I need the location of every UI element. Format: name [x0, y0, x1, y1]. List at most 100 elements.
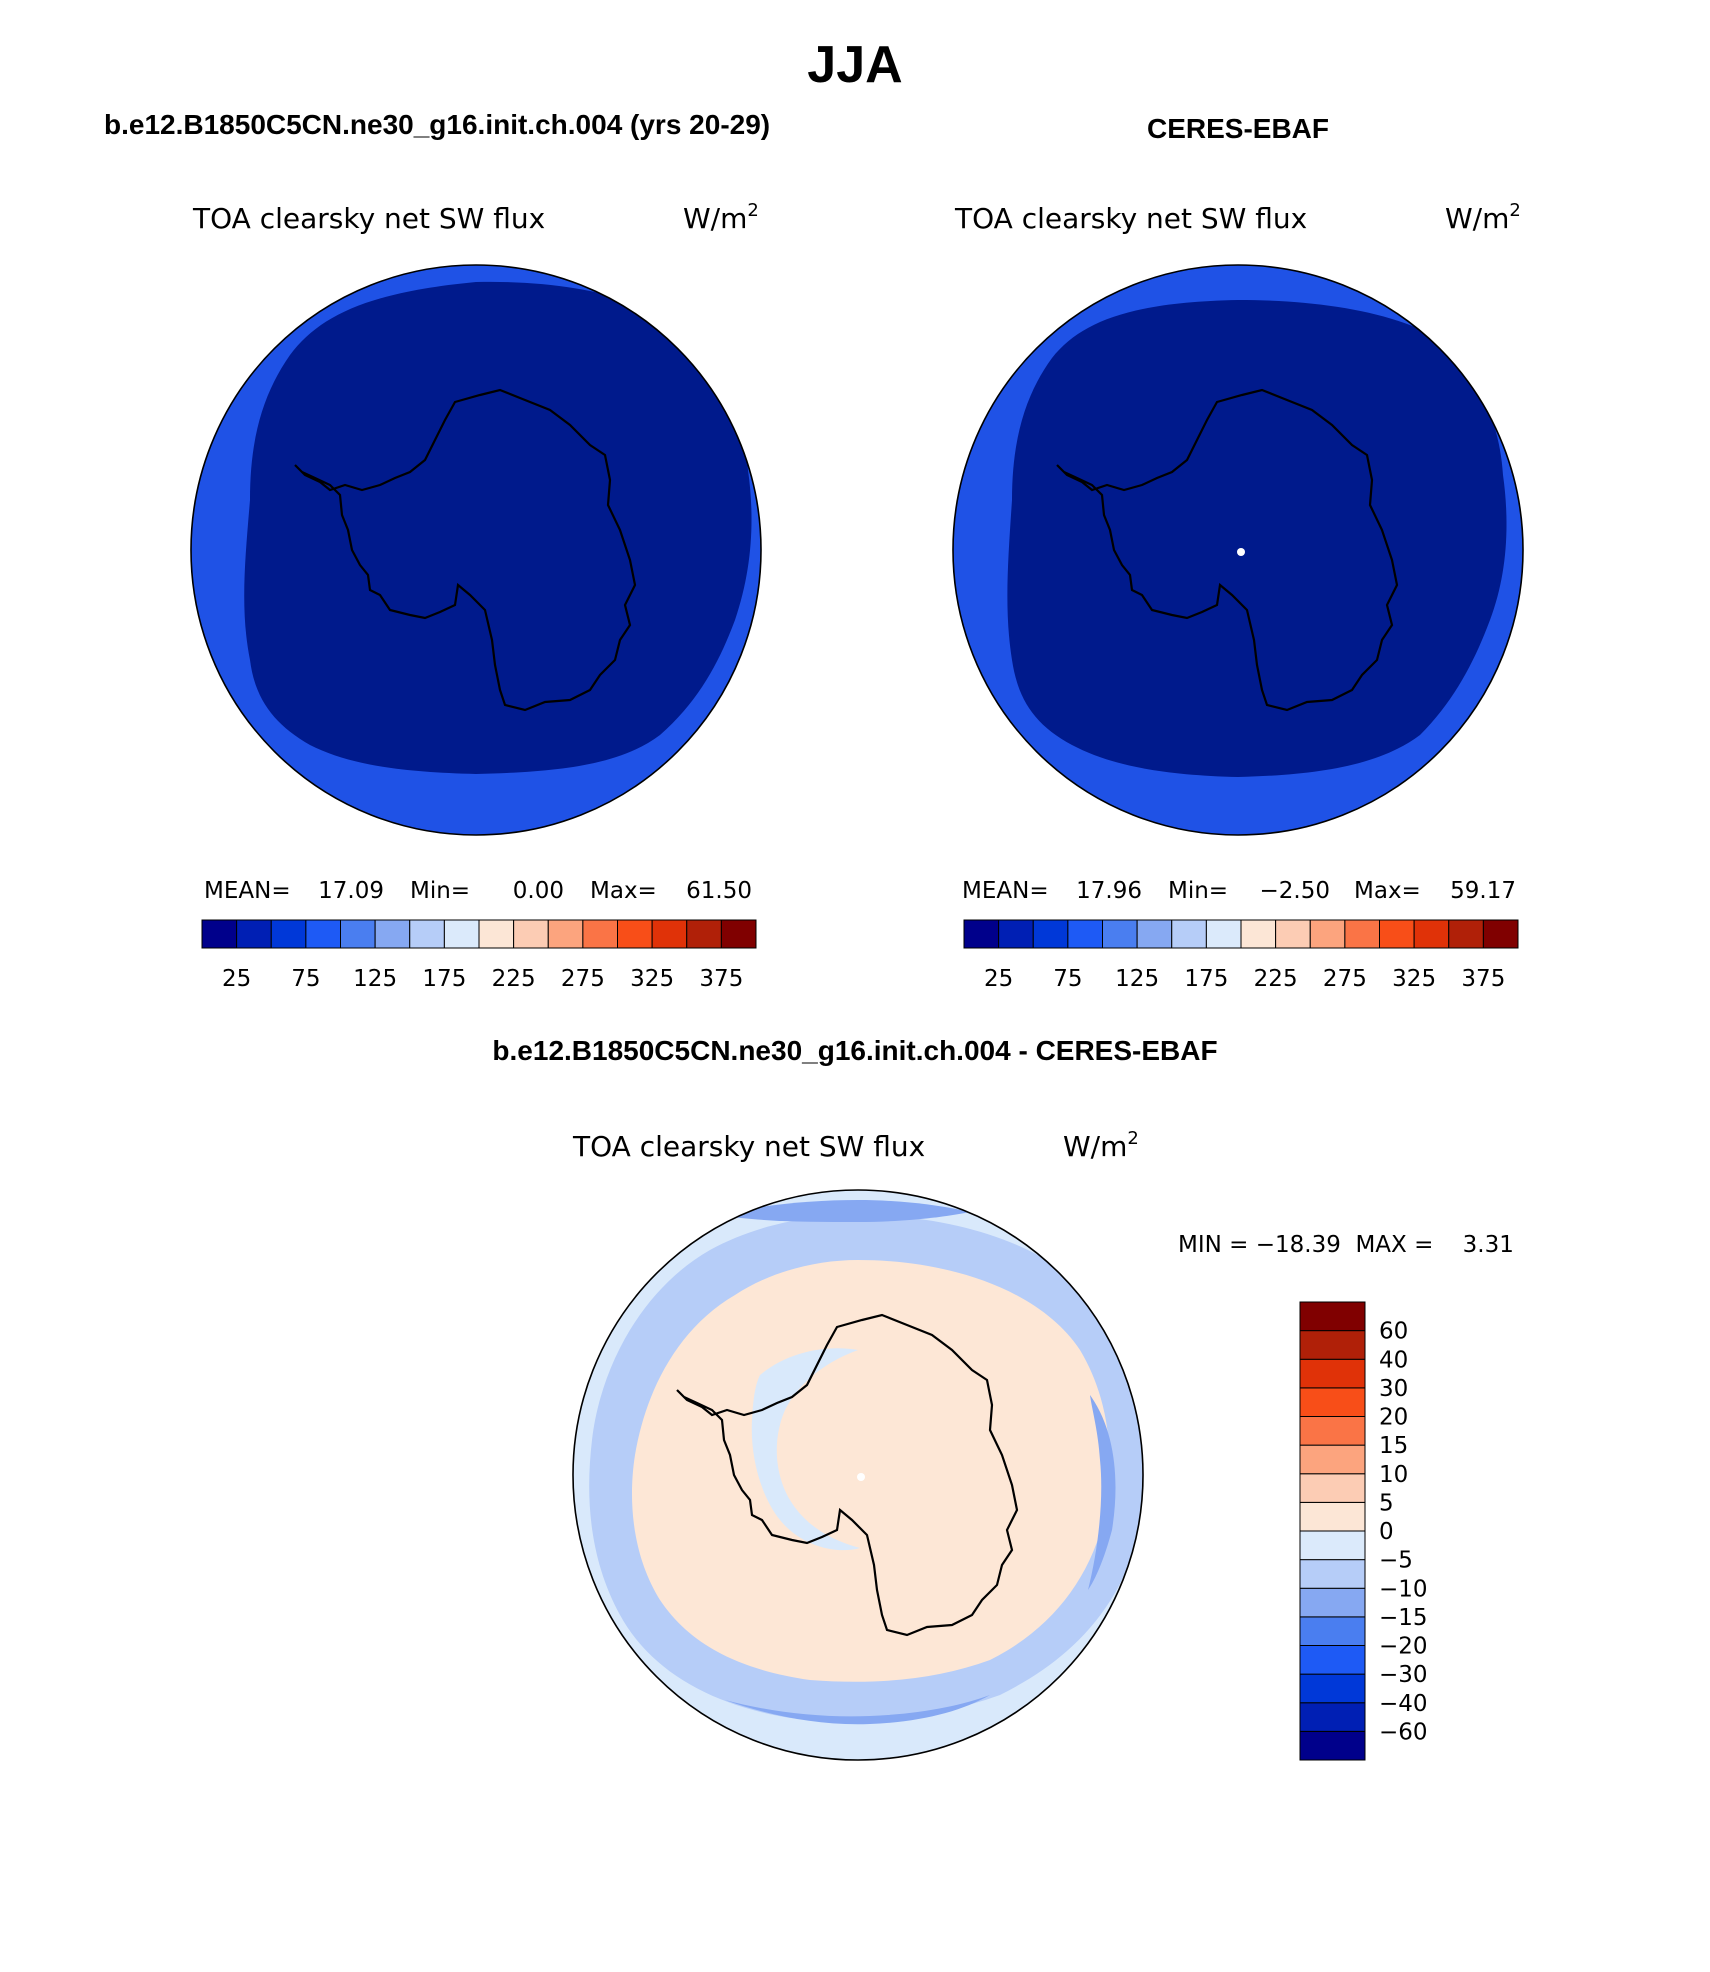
model-colorbar-label-7: 325 [630, 966, 674, 992]
model-panel: TOA clearsky net SW flux W/m2 MEAN= 17.0… [190, 200, 762, 992]
diff-colorbar-swatch-2 [1299, 1702, 1366, 1732]
diff-colorbar-label-12: 20 [1379, 1405, 1408, 1431]
diff-colorbar-label-8: 0 [1379, 1519, 1394, 1545]
diff-colorbar-swatch-11 [1299, 1444, 1366, 1475]
diff-variable-label: TOA clearsky net SW flux [572, 1130, 925, 1163]
bottom-title: b.e12.B1850C5CN.ne30_g16.init.ch.004 - C… [492, 1035, 1217, 1066]
obs-mean-value: 17.96 [1076, 878, 1142, 904]
model-colorbar-swatch-9 [478, 919, 515, 949]
model-max-label: Max= [590, 878, 657, 904]
obs-colorbar-swatch-2 [998, 919, 1034, 949]
diff-colorbar-label-5: −15 [1379, 1605, 1428, 1631]
diff-colorbar-swatch-4 [1299, 1645, 1366, 1675]
model-colorbar-swatch-10 [513, 919, 549, 949]
obs-colorbar-label-3: 125 [1115, 966, 1159, 992]
model-colorbar-label-4: 175 [422, 966, 466, 992]
obs-colorbar: 25 75 125 175 225 275 325 375 [963, 919, 1519, 992]
model-colorbar-label-1: 25 [222, 966, 251, 992]
obs-units-label: W/m2 [1445, 200, 1521, 235]
model-colorbar-swatch-6 [374, 919, 411, 949]
diff-colorbar-swatch-10 [1299, 1473, 1366, 1503]
model-colorbar-swatch-2 [236, 919, 272, 949]
model-colorbar-swatch-4 [305, 919, 341, 949]
obs-colorbar-swatch-12 [1344, 919, 1380, 949]
model-colorbar-swatch-5 [340, 919, 376, 949]
diff-colorbar-swatch-6 [1299, 1587, 1366, 1618]
model-colorbar-label-8: 375 [699, 966, 743, 992]
model-colorbar-swatch-8 [443, 919, 480, 949]
obs-pole-marker [1237, 548, 1245, 556]
model-colorbar-swatch-14 [651, 919, 688, 949]
model-colorbar-swatch-11 [547, 919, 584, 949]
diff-colorbar-swatch-9 [1299, 1501, 1366, 1532]
obs-colorbar-label-5: 225 [1254, 966, 1298, 992]
model-colorbar-swatch-13 [617, 919, 653, 949]
diff-colorbar-swatch-8 [1299, 1530, 1366, 1561]
obs-max-label: Max= [1354, 878, 1421, 904]
diff-blue-streak-north [720, 1200, 970, 1222]
model-min-value: 0.00 [513, 878, 564, 904]
obs-min-value: −2.50 [1260, 878, 1330, 904]
obs-map-border [952, 264, 1524, 836]
model-colorbar-label-2: 75 [291, 966, 320, 992]
obs-colorbar-swatch-11 [1309, 919, 1346, 949]
obs-colorbar-swatch-6 [1136, 919, 1173, 949]
diff-blue-streak-east [1088, 1395, 1116, 1590]
obs-colorbar-swatch-10 [1275, 919, 1311, 949]
model-map-border [190, 264, 762, 836]
diff-colorbar-swatch-7 [1299, 1559, 1366, 1589]
model-colorbar-swatch-12 [582, 919, 618, 949]
obs-min-label: Min= [1168, 878, 1228, 904]
diff-map-border [572, 1189, 1144, 1761]
obs-colorbar-swatch-9 [1240, 919, 1277, 949]
diff-colorbar-swatch-12 [1299, 1416, 1366, 1446]
diff-map [573, 1190, 1143, 1760]
obs-colorbar-swatch-5 [1102, 919, 1138, 949]
obs-colorbar-swatch-14 [1413, 919, 1450, 949]
obs-colorbar-swatch-7 [1171, 919, 1207, 949]
diff-pole-marker [857, 1473, 865, 1481]
diff-colorbar-label-6: −10 [1379, 1576, 1428, 1602]
diff-colorbar-swatch-3 [1299, 1673, 1366, 1704]
obs-colorbar-label-6: 275 [1323, 966, 1367, 992]
obs-colorbar-swatch-13 [1379, 919, 1415, 949]
model-colorbar-label-5: 225 [492, 966, 536, 992]
diff-colorbar-label-15: 60 [1379, 1319, 1408, 1345]
obs-colorbar-swatch-15 [1448, 919, 1484, 949]
figure-title: JJA [807, 36, 902, 94]
model-colorbar-label-3: 125 [353, 966, 397, 992]
obs-panel: TOA clearsky net SW flux W/m2 MEAN= 17.9… [952, 200, 1524, 992]
obs-colorbar-label-1: 25 [984, 966, 1013, 992]
obs-variable-label: TOA clearsky net SW flux [954, 202, 1307, 235]
model-mean-value: 17.09 [318, 878, 384, 904]
top-right-title: CERES-EBAF [1147, 113, 1329, 144]
diff-colorbar-label-14: 40 [1379, 1347, 1408, 1373]
obs-max-value: 59.17 [1450, 878, 1516, 904]
model-colorbar: 25 75 125 175 225 275 325 375 [201, 919, 757, 992]
model-max-value: 61.50 [686, 878, 752, 904]
diff-colorbar-swatch-16 [1299, 1301, 1366, 1332]
model-colorbar-swatch-15 [686, 919, 722, 949]
top-left-title: b.e12.B1850C5CN.ne30_g16.init.ch.004 (yr… [104, 109, 770, 140]
diff-blue-streak-south [725, 1695, 990, 1725]
model-interior-field [244, 281, 752, 774]
obs-colorbar-swatch-4 [1067, 919, 1103, 949]
diff-colorbar-label-10: 10 [1379, 1462, 1408, 1488]
model-colorbar-swatch-1 [201, 919, 238, 949]
model-mean-label: MEAN= [204, 878, 291, 904]
diff-colorbar-swatch-15 [1299, 1330, 1366, 1360]
model-colorbar-label-6: 275 [561, 966, 605, 992]
diff-minmax-label: MIN = −18.39 MAX = 3.31 [1178, 1232, 1514, 1258]
obs-interior-field [1007, 300, 1507, 777]
model-colorbar-swatch-3 [270, 919, 307, 949]
diff-colorbar-label-3: −30 [1379, 1662, 1428, 1688]
obs-colorbar-swatch-3 [1032, 919, 1069, 949]
obs-colorbar-label-7: 325 [1392, 966, 1436, 992]
obs-colorbar-label-2: 75 [1053, 966, 1082, 992]
model-min-label: Min= [410, 878, 470, 904]
diff-colorbar-label-7: −5 [1379, 1548, 1413, 1574]
model-units-label: W/m2 [683, 200, 759, 235]
obs-colorbar-swatch-1 [963, 919, 1000, 949]
diff-colorbar-swatch-5 [1299, 1616, 1366, 1646]
